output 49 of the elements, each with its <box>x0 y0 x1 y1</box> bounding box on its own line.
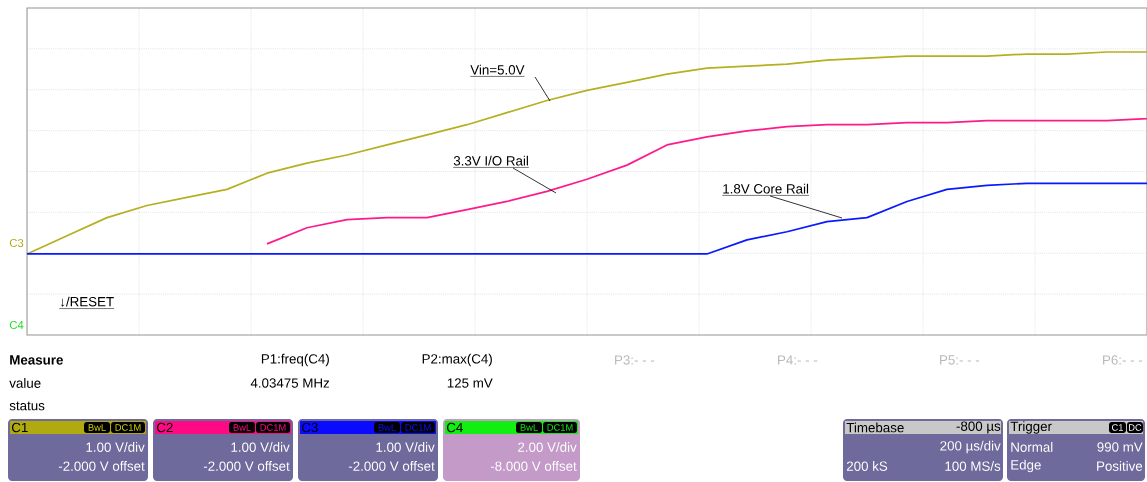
text: C3 <box>301 422 318 433</box>
text: DC1M <box>405 424 431 431</box>
text: Normal <box>1011 442 1053 452</box>
text: C4 <box>9 320 24 329</box>
text: BwL <box>378 424 396 431</box>
text: -2.000 V offset <box>58 461 145 471</box>
text: P2:max(C4) <box>422 353 492 367</box>
text: Trigger <box>1010 421 1052 434</box>
text: DC1M <box>547 424 573 431</box>
text: BwL <box>520 424 538 431</box>
text: 2.00 V/div <box>518 442 577 452</box>
text: P6:- - - <box>1103 355 1143 365</box>
annotation: Vin=5.0V <box>470 64 525 75</box>
text: -800 µs <box>956 421 1001 434</box>
text: -8.000 V offset <box>490 461 577 471</box>
text: status <box>9 401 45 411</box>
text: 4.03475 MHz <box>250 378 330 388</box>
text: P3:- - - <box>615 355 655 365</box>
text: C1 <box>1112 424 1123 431</box>
text: 100 MS/s <box>945 461 1001 471</box>
text: value <box>9 378 41 388</box>
text: DC1M <box>115 424 141 431</box>
annotation: 1.8V Core Rail <box>723 183 809 194</box>
text: C1 <box>11 422 28 433</box>
text: BwL <box>233 424 251 431</box>
text: ↓/RESET <box>61 296 114 307</box>
text: P5:- - - <box>940 355 980 365</box>
text: 1.00 V/div <box>231 442 290 452</box>
text: P1:freq(C4) <box>261 353 329 367</box>
text: Edge <box>1011 459 1041 473</box>
text: -2.000 V offset <box>348 461 435 471</box>
text: 990 mV <box>1097 442 1143 452</box>
text: -2.000 V offset <box>203 461 290 471</box>
text: P4:- - - <box>778 355 818 365</box>
annotation: 3.3V I/O Rail <box>453 155 528 166</box>
text: 200 kS <box>846 461 888 471</box>
text: 125 mV <box>447 378 493 388</box>
text: DC1M <box>260 424 286 431</box>
text: C3 <box>9 238 24 247</box>
text: Positive <box>1097 461 1143 471</box>
text: C4 <box>446 422 463 433</box>
text: Timebase <box>846 422 904 433</box>
text: Measure <box>10 355 63 365</box>
text: DC <box>1129 424 1142 431</box>
text: 200 µs/div <box>940 440 1001 454</box>
text: 1.00 V/div <box>376 442 435 452</box>
text: C2 <box>156 422 173 433</box>
text: 1.00 V/div <box>86 442 145 452</box>
text: BwL <box>88 424 106 431</box>
